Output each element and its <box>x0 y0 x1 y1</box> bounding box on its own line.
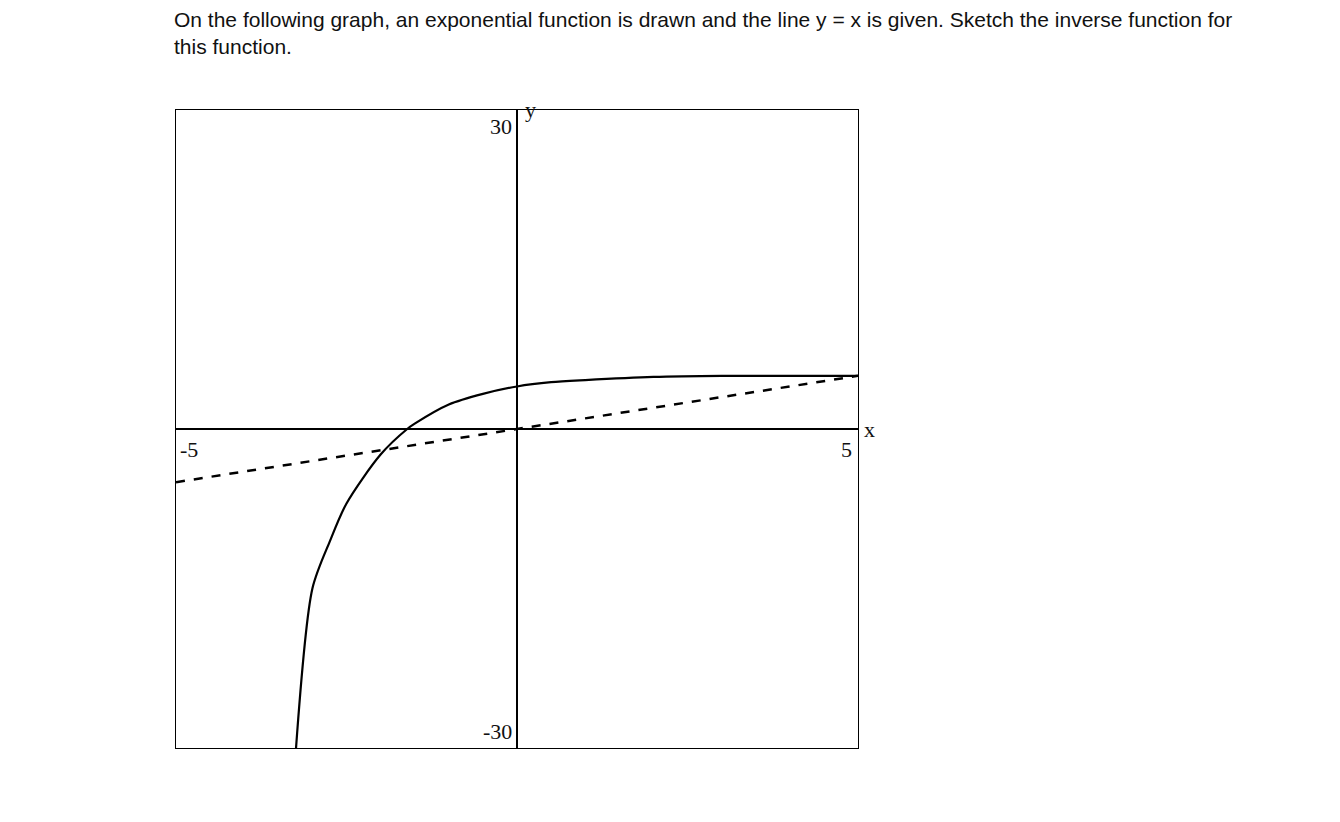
svg-text:x: x <box>864 417 875 442</box>
svg-text:5: 5 <box>841 437 852 462</box>
svg-text:30: 30 <box>490 114 512 139</box>
svg-text:-30: -30 <box>483 719 512 744</box>
html-text:On the following graph, an exp: On the following graph, an exponential f… <box>174 8 1233 58</box>
svg-text:-5: -5 <box>180 437 198 462</box>
svg-text:y: y <box>525 97 536 122</box>
